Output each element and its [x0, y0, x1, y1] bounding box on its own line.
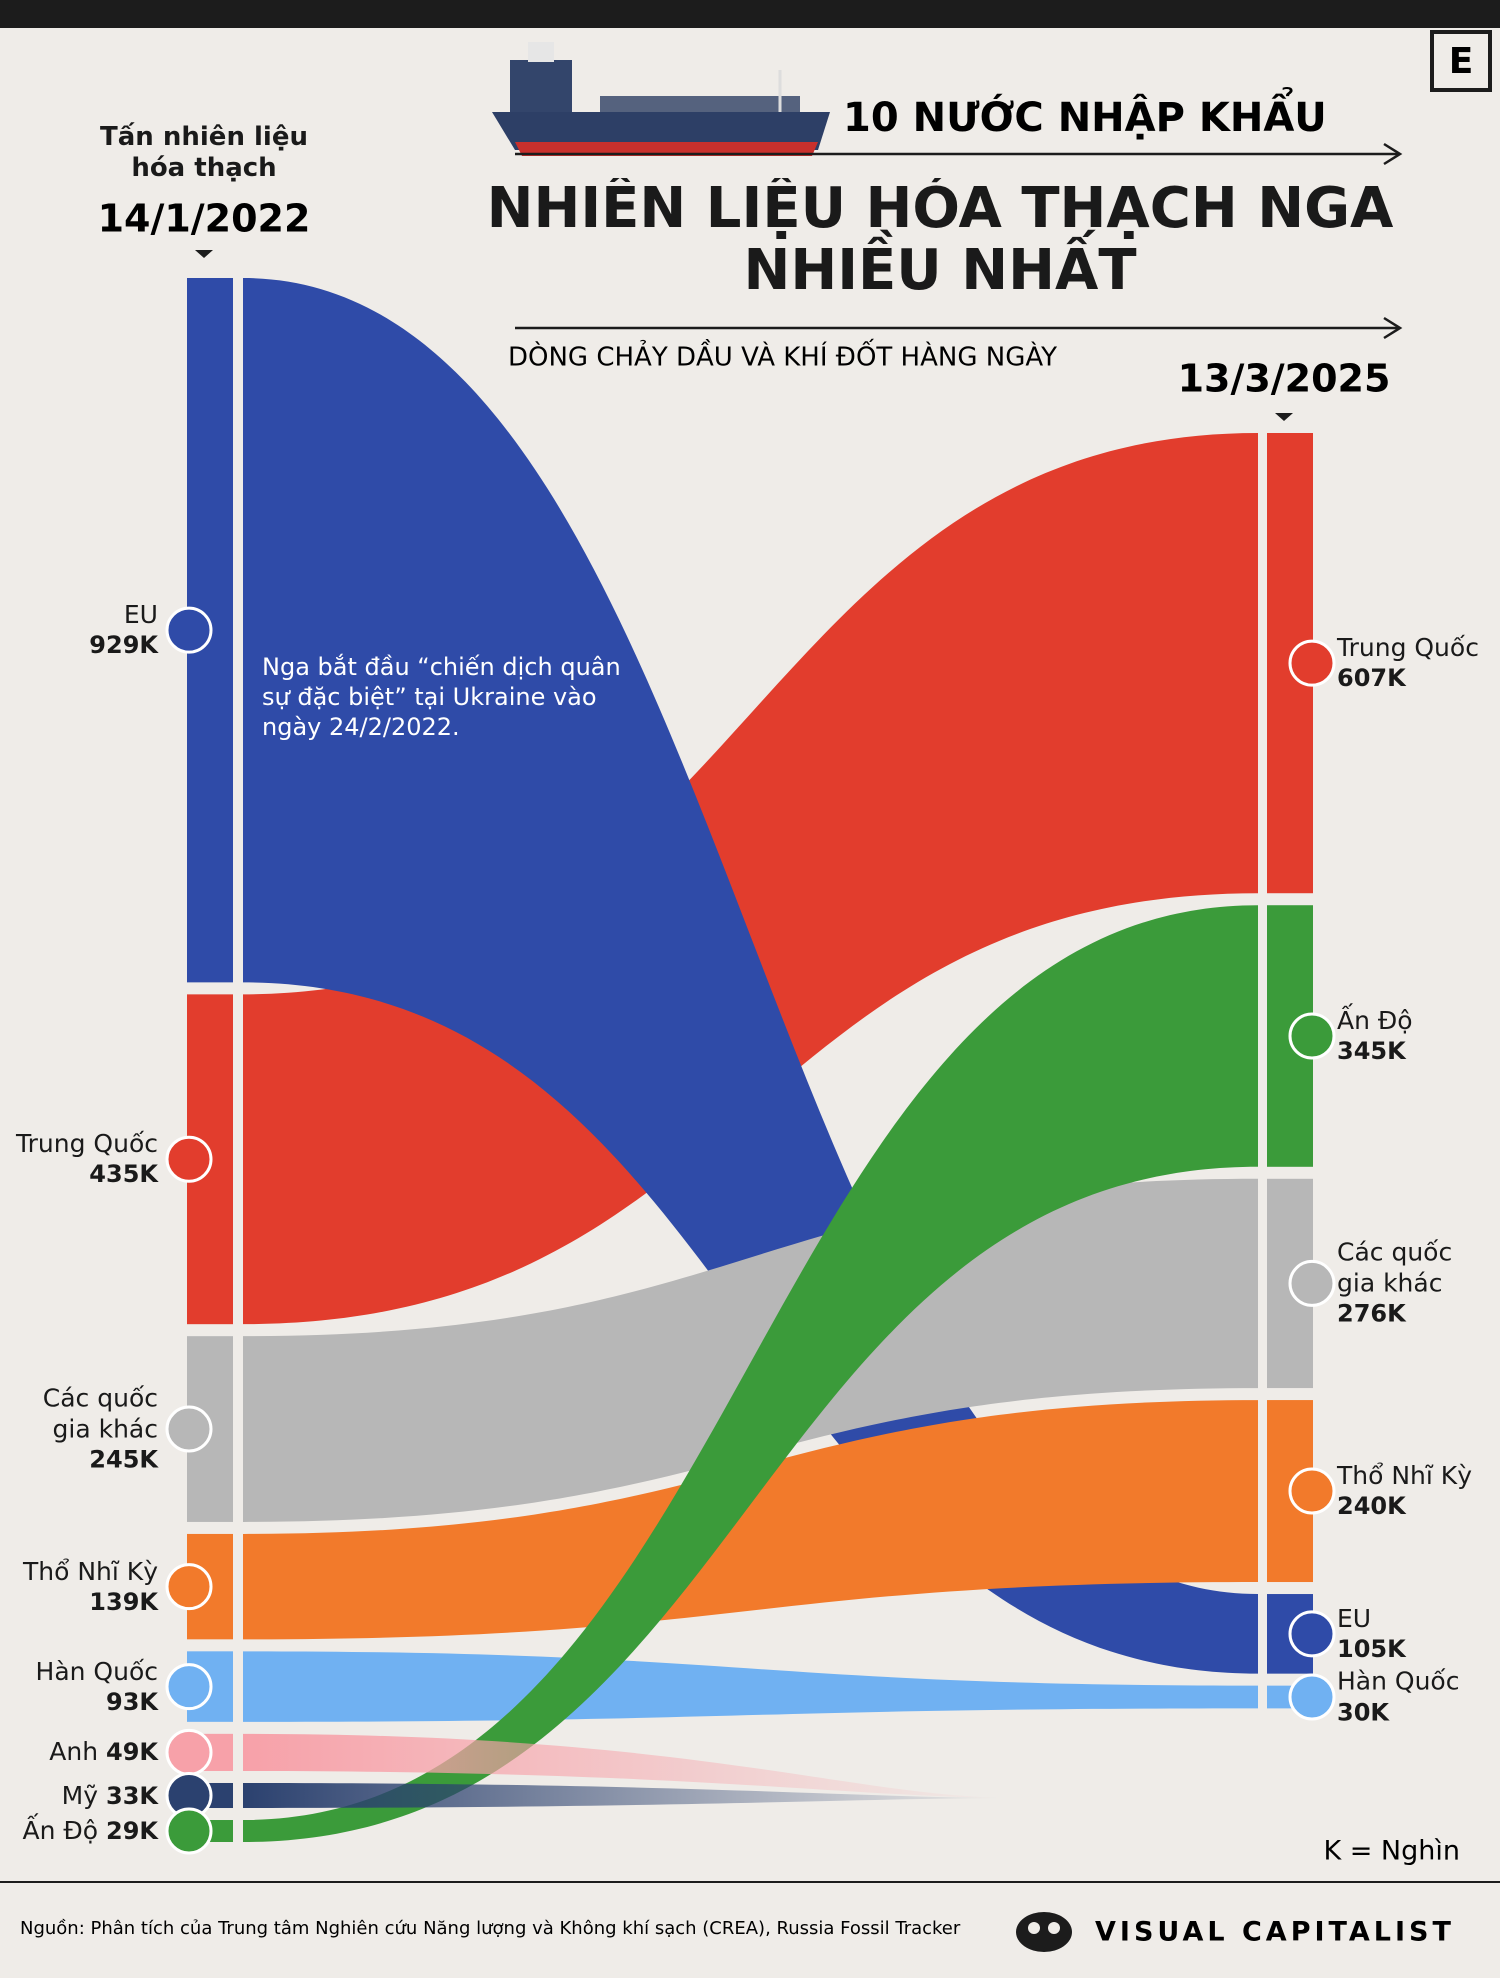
- node-value: 49K: [106, 1738, 158, 1767]
- node-name: Các quốc gia khác: [42, 1383, 158, 1444]
- ship: [492, 42, 830, 156]
- nodes: [165, 278, 1336, 1855]
- node-name: Thổ Nhĩ Kỳ: [1337, 1461, 1472, 1491]
- node-label: Mỹ 33K: [0, 1780, 158, 1812]
- node-name: Hàn Quốc: [35, 1656, 158, 1686]
- pretitle: 10 NƯỚC NHẬP KHẨU: [843, 86, 1327, 141]
- flag: [165, 1728, 213, 1776]
- flag: [1288, 1012, 1336, 1060]
- node-name: Thổ Nhĩ Kỳ: [23, 1556, 158, 1586]
- flag: [165, 1663, 213, 1711]
- node-label: Trung Quốc 435K: [0, 1128, 158, 1190]
- node-value: 929K: [89, 631, 158, 660]
- unit-box: Tấn nhiên liệu hóa thạch: [100, 122, 308, 183]
- annotation: Nga bắt đầu “chiến dịch quân sự đặc biệt…: [262, 653, 621, 741]
- node-name: Các quốc gia khác: [1337, 1237, 1453, 1298]
- node-value: 93K: [106, 1687, 158, 1716]
- source: Nguồn: Phân tích của Trung tâm Nghiên cứ…: [20, 1918, 961, 1939]
- node-value: 607K: [1337, 664, 1406, 693]
- node-name: Ấn Độ: [1337, 1006, 1413, 1035]
- node-label: EU 929K: [0, 599, 158, 661]
- flow: [243, 278, 1258, 1674]
- flag: [1288, 1673, 1336, 1721]
- flow: [243, 1651, 1258, 1722]
- node-label: Anh 49K: [0, 1736, 158, 1768]
- node-name: Ấn Độ: [22, 1816, 99, 1845]
- flag: [1288, 1259, 1336, 1307]
- flag: [1288, 639, 1336, 687]
- node-name: EU: [1337, 1603, 1372, 1633]
- node-value: 29K: [106, 1817, 158, 1845]
- top-bar: [0, 0, 1500, 28]
- flag: [1288, 1610, 1336, 1658]
- node-label: Các quốc gia khác 245K: [0, 1383, 158, 1476]
- flag: [165, 1807, 213, 1855]
- pointer: [1275, 413, 1293, 421]
- arrow-head: [1383, 316, 1403, 340]
- node-name: Mỹ: [61, 1780, 99, 1810]
- node-name: EU: [123, 600, 158, 630]
- node-label: Hàn Quốc 93K: [0, 1656, 158, 1718]
- node-value: 105K: [1337, 1634, 1406, 1663]
- flow: [243, 1178, 1258, 1522]
- node-label: Thổ Nhĩ Kỳ 240K: [1337, 1460, 1497, 1522]
- flag: [165, 606, 213, 654]
- flow: [243, 905, 1258, 1842]
- flag: [165, 1563, 213, 1611]
- node-label: EU 105K: [1337, 1603, 1497, 1665]
- unit-note: K = Nghìn: [1323, 1836, 1460, 1867]
- node-value: 276K: [1337, 1299, 1406, 1328]
- node-value: 240K: [1337, 1492, 1406, 1521]
- node-name: Trung Quốc: [16, 1129, 158, 1159]
- flag: [165, 1405, 213, 1453]
- column-date: 14/1/2022: [98, 197, 311, 241]
- fading-flow: [243, 1733, 1020, 1798]
- column-date: 13/3/2025: [1178, 357, 1391, 401]
- node-label: Hàn Quốc 30K: [1337, 1666, 1497, 1729]
- brand-icon: [1016, 1912, 1072, 1952]
- fading-flow: [243, 1782, 1020, 1809]
- node-value: 30K: [1337, 1698, 1389, 1727]
- node-value: 245K: [89, 1445, 158, 1474]
- flag: [1288, 1467, 1336, 1515]
- ribbons: [243, 278, 1258, 1842]
- chart-title: NHIÊN LIỆU HÓA THẠCH NGA NHIỀU NHẤT: [486, 178, 1394, 303]
- node-name: Anh: [49, 1737, 99, 1767]
- brand: VISUAL CAPITALIST: [1095, 1917, 1455, 1948]
- unit-label: Tấn nhiên liệu hóa thạch: [100, 122, 308, 183]
- node-value: 345K: [1337, 1037, 1406, 1065]
- flag: [165, 1135, 213, 1183]
- node-value: 33K: [106, 1781, 158, 1810]
- logo-box: [1430, 30, 1492, 92]
- node-label: Ấn Độ 29K: [0, 1815, 158, 1847]
- logo: E: [1449, 41, 1474, 82]
- node-label: Trung Quốc 607K: [1337, 632, 1497, 694]
- node-label: Các quốc gia khác 276K: [1337, 1237, 1497, 1330]
- node-label: Thổ Nhĩ Kỳ 139K: [0, 1556, 158, 1618]
- pointer: [195, 250, 213, 258]
- node-value: 435K: [89, 1160, 158, 1189]
- title-box: NHIÊN LIỆU HÓA THẠCH NGA NHIỀU NHẤT: [486, 178, 1394, 303]
- node-name: Trung Quốc: [1337, 633, 1479, 663]
- flow: [243, 1400, 1258, 1640]
- subtitle: DÒNG CHẢY DẦU VÀ KHÍ ĐỐT HÀNG NGÀY: [508, 338, 1057, 373]
- arrow-head: [1383, 142, 1403, 166]
- flow: [243, 433, 1258, 1325]
- node-name: Hàn Quốc: [1337, 1666, 1460, 1696]
- node-value: 139K: [89, 1587, 158, 1616]
- node-label: Ấn Độ 345K: [1337, 1005, 1497, 1067]
